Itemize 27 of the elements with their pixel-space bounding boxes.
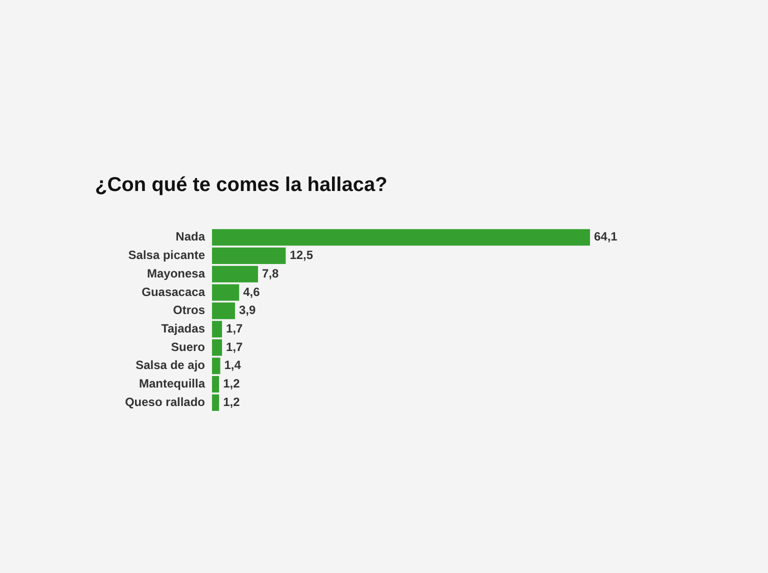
- y-tick-label: Queso rallado: [124, 394, 205, 409]
- bar: [212, 302, 235, 320]
- data-label: 3,9: [239, 303, 256, 318]
- y-tick-label: Mayonesa: [146, 266, 206, 280]
- data-label: 1,2: [223, 376, 240, 391]
- y-tick-label: Otros: [172, 303, 206, 318]
- bar: [212, 229, 590, 246]
- data-label: 1,2: [223, 394, 240, 409]
- data-label: 4,6: [243, 284, 260, 299]
- bar: [212, 247, 286, 264]
- data-label: 12,5: [290, 248, 314, 262]
- bar: [212, 394, 220, 411]
- y-tick-label: Mantequilla: [138, 376, 206, 391]
- data-label: 64,1: [594, 230, 618, 244]
- bar: [212, 320, 222, 338]
- y-tick-label: Guasacaca: [142, 284, 206, 299]
- data-label: 1,7: [226, 321, 244, 336]
- data-label: 1,7: [226, 340, 244, 354]
- data-label: 1,4: [224, 358, 242, 372]
- y-tick-label: Suero: [170, 340, 205, 354]
- y-tick-label: Salsa picante: [128, 248, 206, 262]
- y-tick-label: Tajadas: [161, 321, 206, 336]
- y-tick-label: Salsa de ajo: [136, 358, 205, 372]
- y-tick-label: Nada: [176, 230, 206, 244]
- bar: [212, 376, 220, 393]
- data-label: 7,8: [262, 266, 280, 280]
- chart-title: ¿Con qué te comes la hallaca?: [95, 174, 388, 197]
